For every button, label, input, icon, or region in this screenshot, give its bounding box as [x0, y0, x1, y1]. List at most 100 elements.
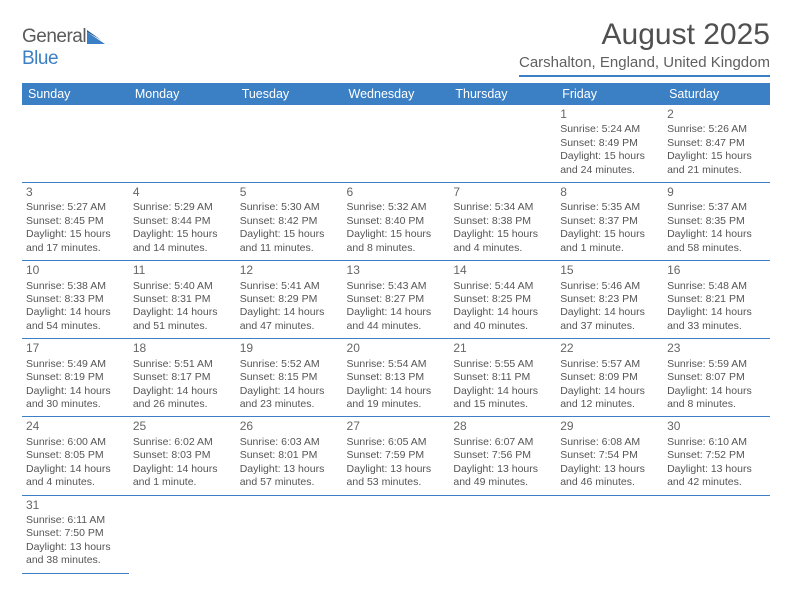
month-title: August 2025 [519, 18, 770, 52]
day-number: 16 [667, 263, 766, 278]
cell-text: and 42 minutes. [667, 476, 766, 489]
cell-text: Sunrise: 5:24 AM [560, 123, 659, 136]
day-number: 1 [560, 107, 659, 122]
location: Carshalton, England, United Kingdom [519, 54, 770, 77]
cell-text: and 58 minutes. [667, 242, 766, 255]
calendar-row: 17Sunrise: 5:49 AMSunset: 8:19 PMDayligh… [22, 339, 770, 417]
cell-text: Daylight: 14 hours [26, 306, 125, 319]
cell-text: Daylight: 13 hours [26, 541, 125, 554]
cell-text: Sunset: 8:40 PM [347, 215, 446, 228]
calendar-cell [22, 105, 129, 183]
cell-text: Daylight: 13 hours [240, 463, 339, 476]
calendar-cell: 7Sunrise: 5:34 AMSunset: 8:38 PMDaylight… [449, 183, 556, 261]
cell-text: Sunset: 7:50 PM [26, 527, 125, 540]
cell-text: Sunrise: 5:37 AM [667, 201, 766, 214]
cell-text: Sunrise: 5:52 AM [240, 358, 339, 371]
calendar-cell [556, 495, 663, 573]
cell-text: Daylight: 15 hours [347, 228, 446, 241]
calendar-cell: 6Sunrise: 5:32 AMSunset: 8:40 PMDaylight… [343, 183, 450, 261]
cell-text: Sunset: 8:47 PM [667, 137, 766, 150]
day-number: 11 [133, 263, 232, 278]
cell-text: Sunrise: 5:46 AM [560, 280, 659, 293]
cell-text: and 38 minutes. [26, 554, 125, 567]
cell-text: Daylight: 15 hours [26, 228, 125, 241]
weekday-header-cell: Wednesday [343, 83, 450, 105]
calendar-cell [449, 105, 556, 183]
day-number: 17 [26, 341, 125, 356]
day-number: 10 [26, 263, 125, 278]
day-number: 23 [667, 341, 766, 356]
cell-text: Sunset: 8:29 PM [240, 293, 339, 306]
calendar-row: 24Sunrise: 6:00 AMSunset: 8:05 PMDayligh… [22, 417, 770, 495]
cell-text: Sunset: 8:13 PM [347, 371, 446, 384]
calendar-cell: 29Sunrise: 6:08 AMSunset: 7:54 PMDayligh… [556, 417, 663, 495]
day-number: 21 [453, 341, 552, 356]
cell-text: Sunrise: 5:27 AM [26, 201, 125, 214]
weekday-header-cell: Tuesday [236, 83, 343, 105]
cell-text: Daylight: 15 hours [240, 228, 339, 241]
cell-text: Sunrise: 5:41 AM [240, 280, 339, 293]
day-number: 24 [26, 419, 125, 434]
cell-text: and 23 minutes. [240, 398, 339, 411]
calendar-page: GeneralBlue August 2025 Carshalton, Engl… [0, 0, 792, 574]
cell-text: Sunset: 8:19 PM [26, 371, 125, 384]
calendar-cell: 1Sunrise: 5:24 AMSunset: 8:49 PMDaylight… [556, 105, 663, 183]
cell-text: and 8 minutes. [347, 242, 446, 255]
cell-text: Sunrise: 6:02 AM [133, 436, 232, 449]
day-number: 25 [133, 419, 232, 434]
logo-text: GeneralBlue [22, 26, 107, 70]
cell-text: and 4 minutes. [26, 476, 125, 489]
calendar-cell: 22Sunrise: 5:57 AMSunset: 8:09 PMDayligh… [556, 339, 663, 417]
cell-text: and 17 minutes. [26, 242, 125, 255]
calendar-cell: 3Sunrise: 5:27 AMSunset: 8:45 PMDaylight… [22, 183, 129, 261]
cell-text: and 26 minutes. [133, 398, 232, 411]
cell-text: Sunset: 8:21 PM [667, 293, 766, 306]
calendar-cell: 31Sunrise: 6:11 AMSunset: 7:50 PMDayligh… [22, 495, 129, 573]
calendar-cell: 4Sunrise: 5:29 AMSunset: 8:44 PMDaylight… [129, 183, 236, 261]
calendar-cell: 18Sunrise: 5:51 AMSunset: 8:17 PMDayligh… [129, 339, 236, 417]
calendar-cell: 16Sunrise: 5:48 AMSunset: 8:21 PMDayligh… [663, 261, 770, 339]
calendar-cell [129, 105, 236, 183]
calendar-cell: 30Sunrise: 6:10 AMSunset: 7:52 PMDayligh… [663, 417, 770, 495]
calendar-cell: 11Sunrise: 5:40 AMSunset: 8:31 PMDayligh… [129, 261, 236, 339]
cell-text: Daylight: 14 hours [240, 306, 339, 319]
cell-text: and 8 minutes. [667, 398, 766, 411]
cell-text: Sunrise: 5:44 AM [453, 280, 552, 293]
cell-text: Sunrise: 5:59 AM [667, 358, 766, 371]
calendar-cell [343, 105, 450, 183]
calendar-cell: 25Sunrise: 6:02 AMSunset: 8:03 PMDayligh… [129, 417, 236, 495]
day-number: 7 [453, 185, 552, 200]
cell-text: and 14 minutes. [133, 242, 232, 255]
cell-text: Sunset: 7:52 PM [667, 449, 766, 462]
day-number: 30 [667, 419, 766, 434]
cell-text: Daylight: 15 hours [667, 150, 766, 163]
cell-text: and 24 minutes. [560, 164, 659, 177]
cell-text: Sunset: 8:23 PM [560, 293, 659, 306]
cell-text: Sunrise: 5:30 AM [240, 201, 339, 214]
cell-text: Sunset: 8:44 PM [133, 215, 232, 228]
day-number: 15 [560, 263, 659, 278]
cell-text: and 53 minutes. [347, 476, 446, 489]
cell-text: Sunset: 8:45 PM [26, 215, 125, 228]
cell-text: Sunset: 8:25 PM [453, 293, 552, 306]
cell-text: Sunset: 8:03 PM [133, 449, 232, 462]
cell-text: Sunrise: 6:05 AM [347, 436, 446, 449]
cell-text: Daylight: 15 hours [133, 228, 232, 241]
cell-text: Daylight: 14 hours [560, 385, 659, 398]
day-number: 29 [560, 419, 659, 434]
cell-text: and 47 minutes. [240, 320, 339, 333]
cell-text: and 37 minutes. [560, 320, 659, 333]
cell-text: and 4 minutes. [453, 242, 552, 255]
cell-text: Daylight: 14 hours [133, 385, 232, 398]
cell-text: Sunrise: 6:08 AM [560, 436, 659, 449]
day-number: 4 [133, 185, 232, 200]
cell-text: Sunset: 8:05 PM [26, 449, 125, 462]
cell-text: Sunset: 8:15 PM [240, 371, 339, 384]
day-number: 13 [347, 263, 446, 278]
cell-text: Daylight: 13 hours [560, 463, 659, 476]
cell-text: Sunset: 8:35 PM [667, 215, 766, 228]
calendar-row: 10Sunrise: 5:38 AMSunset: 8:33 PMDayligh… [22, 261, 770, 339]
cell-text: and 40 minutes. [453, 320, 552, 333]
calendar-cell: 23Sunrise: 5:59 AMSunset: 8:07 PMDayligh… [663, 339, 770, 417]
calendar-cell: 10Sunrise: 5:38 AMSunset: 8:33 PMDayligh… [22, 261, 129, 339]
